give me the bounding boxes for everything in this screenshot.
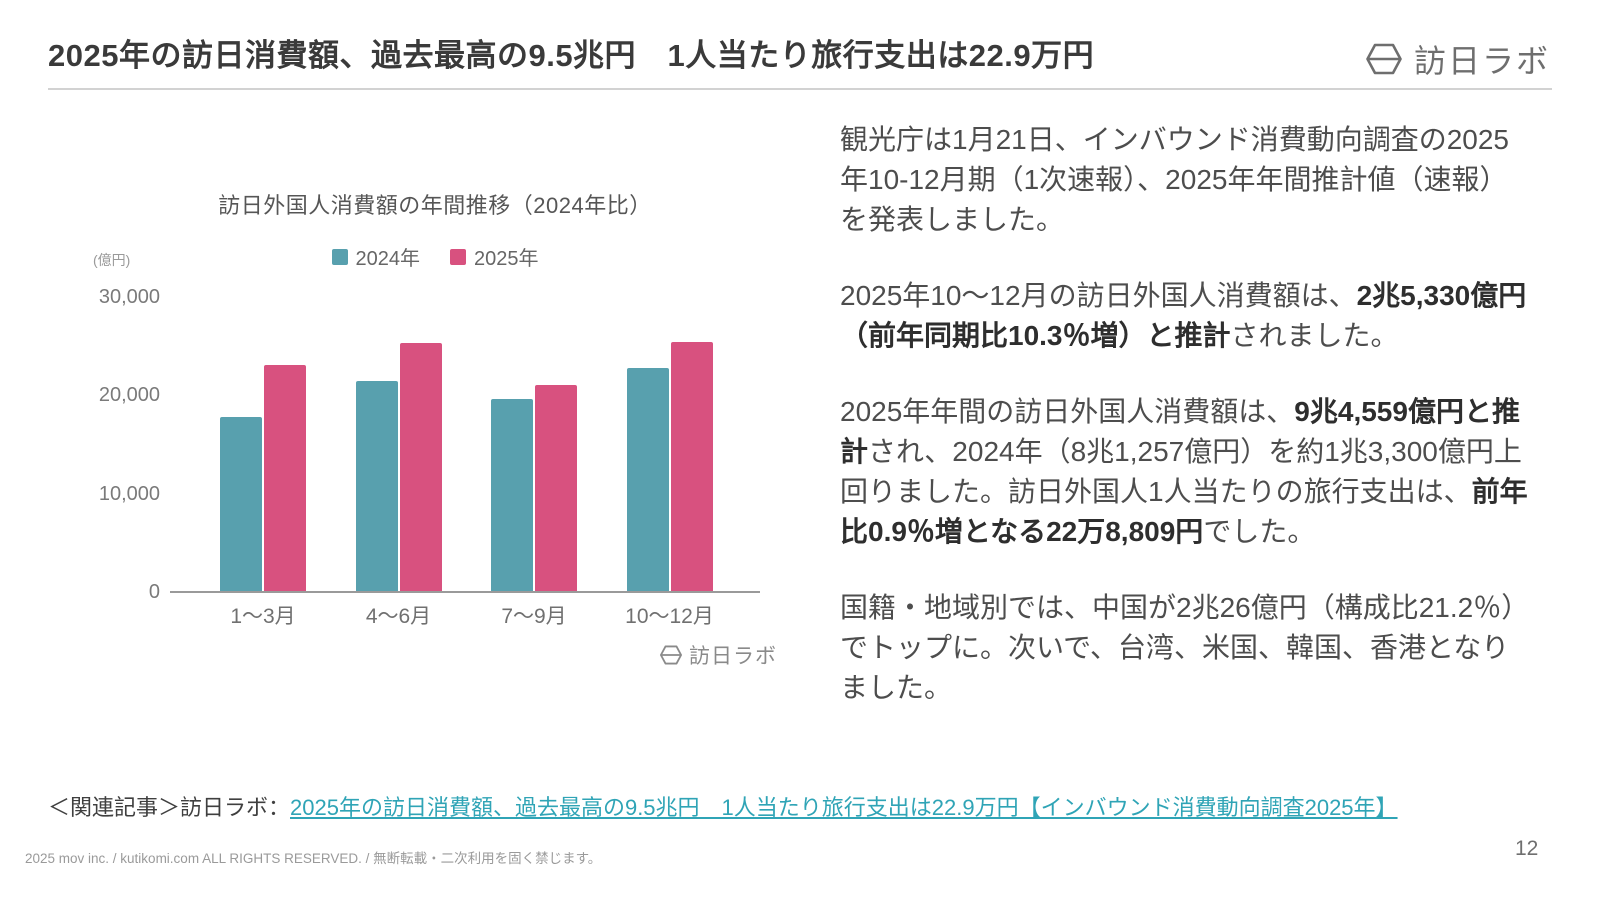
page-title: 2025年の訪日消費額、過去最高の9.5兆円 1人当たり旅行支出は22.9万円 (48, 38, 1095, 73)
hexagon-watermark-icon (660, 645, 682, 665)
article-paragraphs: 観光庁は1月21日、インバウンド消費動向調査の2025年10-12月期（1次速報… (840, 120, 1532, 744)
body-text: 観光庁は1月21日、インバウンド消費動向調査の2025年10-12月期（1次速報… (840, 124, 1510, 235)
legend-swatch (331, 248, 348, 265)
bar-2025年-1〜3月 (264, 364, 306, 591)
header-divider (48, 88, 1552, 90)
related-article-prefix: ＜関連記事＞訪日ラボ： (48, 795, 291, 820)
chart-title: 訪日外国人消費額の年間推移（2024年比） (218, 193, 652, 218)
body-text: 2025年10〜12月の訪日外国人消費額は、 (840, 280, 1357, 311)
bold-text: 2兆5,330億円（前年同期比10.3％増）と推計 (840, 280, 1527, 351)
x-axis-label: 1〜3月 (230, 605, 296, 628)
legend-item: 2024年 (331, 242, 421, 271)
x-axis-label: 7〜9月 (501, 605, 567, 628)
y-tick-label: 10,000 (98, 482, 160, 505)
article-paragraph: 2025年年間の訪日外国人消費額は、9兆4,559億円と推計され、2024年（8… (840, 392, 1532, 552)
y-tick-label: 20,000 (98, 384, 160, 407)
body-text: されました。 (1230, 320, 1399, 351)
bar-2025年-10〜12月 (670, 341, 713, 591)
bold-text: 9兆4,559億円と推計 (840, 396, 1520, 467)
bar-2025年-7〜9月 (535, 384, 577, 591)
chart-y-axis: 0 10,000 20,000 30,000 (55, 180, 160, 610)
body-text: 国籍・地域別では、中国が2兆26億円（構成比21.2％）でトップに。次いで、台湾… (840, 592, 1530, 703)
legend-label: 2025年 (474, 248, 539, 270)
chart-unit-label: (億円) (93, 252, 131, 268)
bar-2025年-4〜6月 (399, 342, 442, 591)
bold-text: 前年比0.9％増となる22万8,809円 (840, 476, 1528, 547)
chart-watermark: 訪日ラボ (660, 640, 777, 670)
body-text: 2025年年間の訪日外国人消費額は、 (840, 396, 1295, 427)
y-tick-label: 30,000 (98, 286, 160, 308)
bar-2024年-7〜9月 (491, 399, 533, 591)
y-tick-label: 0 (148, 581, 160, 603)
page-number: 12 (1515, 837, 1539, 860)
brand-logo: 訪日ラボ (1366, 36, 1550, 82)
body-text: でした。 (1203, 516, 1316, 547)
related-article-row: ＜関連記事＞訪日ラボ：2025年の訪日消費額、過去最高の9.5兆円 1人当たり旅… (48, 790, 1398, 822)
bar-2024年-4〜6月 (355, 380, 398, 591)
chart-x-axis-line (170, 591, 760, 593)
bar-2024年-10〜12月 (626, 367, 669, 591)
body-text: され、2024年（8兆1,257億円）を約1兆3,300億円上回りました。訪日外… (840, 436, 1522, 507)
chart-x-labels: 1〜3月 4〜6月 7〜9月 10〜12月 (170, 600, 760, 630)
bar-2024年-1〜3月 (220, 416, 262, 591)
hexagon-logo-icon (1366, 43, 1402, 75)
article-paragraph: 国籍・地域別では、中国が2兆26億円（構成比21.2％）でトップに。次いで、台湾… (840, 588, 1532, 708)
chart-plot (170, 296, 760, 591)
chart-legend: 2024年 2025年 (75, 242, 795, 271)
brand-logo-text: 訪日ラボ (1414, 43, 1551, 79)
article-paragraph: 観光庁は1月21日、インバウンド消費動向調査の2025年10-12月期（1次速報… (840, 120, 1532, 240)
footer-copyright: 2025 mov inc. / kutikomi.com ALL RIGHTS … (25, 851, 602, 866)
legend-item: 2025年 (450, 242, 539, 271)
related-article-link[interactable]: 2025年の訪日消費額、過去最高の9.5兆円 1人当たり旅行支出は22.9万円【… (290, 795, 1398, 820)
x-axis-label: 10〜12月 (625, 605, 714, 628)
watermark-text: 訪日ラボ (689, 645, 777, 668)
legend-label: 2024年 (355, 248, 421, 270)
x-axis-label: 4〜6月 (365, 605, 432, 628)
legend-swatch (450, 248, 466, 265)
article-paragraph: 2025年10〜12月の訪日外国人消費額は、2兆5,330億円（前年同期比10.… (840, 276, 1532, 356)
